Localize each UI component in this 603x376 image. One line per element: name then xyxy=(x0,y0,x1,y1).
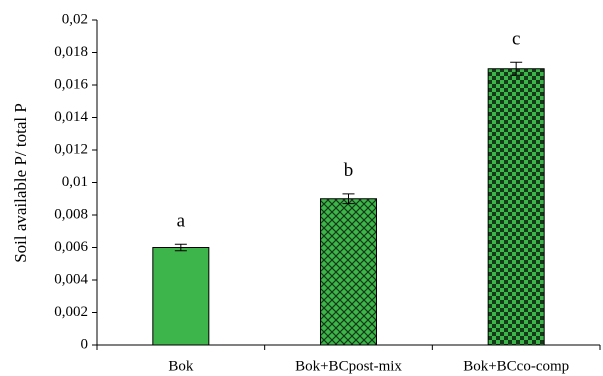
annotation: b xyxy=(344,160,354,181)
y-tick-label: 0,006 xyxy=(54,239,88,255)
y-axis-label: Soil available P/ total P xyxy=(11,103,30,263)
y-tick-label: 0,018 xyxy=(54,44,88,60)
bar xyxy=(487,68,545,346)
y-tick-label: 0,014 xyxy=(54,109,88,125)
annotation: c xyxy=(512,29,520,50)
y-tick-label: 0,01 xyxy=(62,174,88,190)
y-tick-label: 0,012 xyxy=(54,141,88,157)
x-tick-label: Bok xyxy=(168,358,194,374)
y-tick-label: 0,016 xyxy=(54,76,88,92)
x-tick-label: Bok+BCpost-mix xyxy=(295,358,402,374)
y-tick-label: 0,004 xyxy=(54,271,88,287)
x-tick-label: Bok+BCco-comp xyxy=(463,358,569,374)
bar xyxy=(152,247,210,346)
y-tick-label: 0,02 xyxy=(62,11,88,27)
y-tick-label: 0,002 xyxy=(54,304,88,320)
bar xyxy=(320,198,377,346)
annotation: a xyxy=(177,211,186,232)
y-tick-label: 0,008 xyxy=(54,206,88,222)
y-tick-label: 0 xyxy=(81,336,89,352)
